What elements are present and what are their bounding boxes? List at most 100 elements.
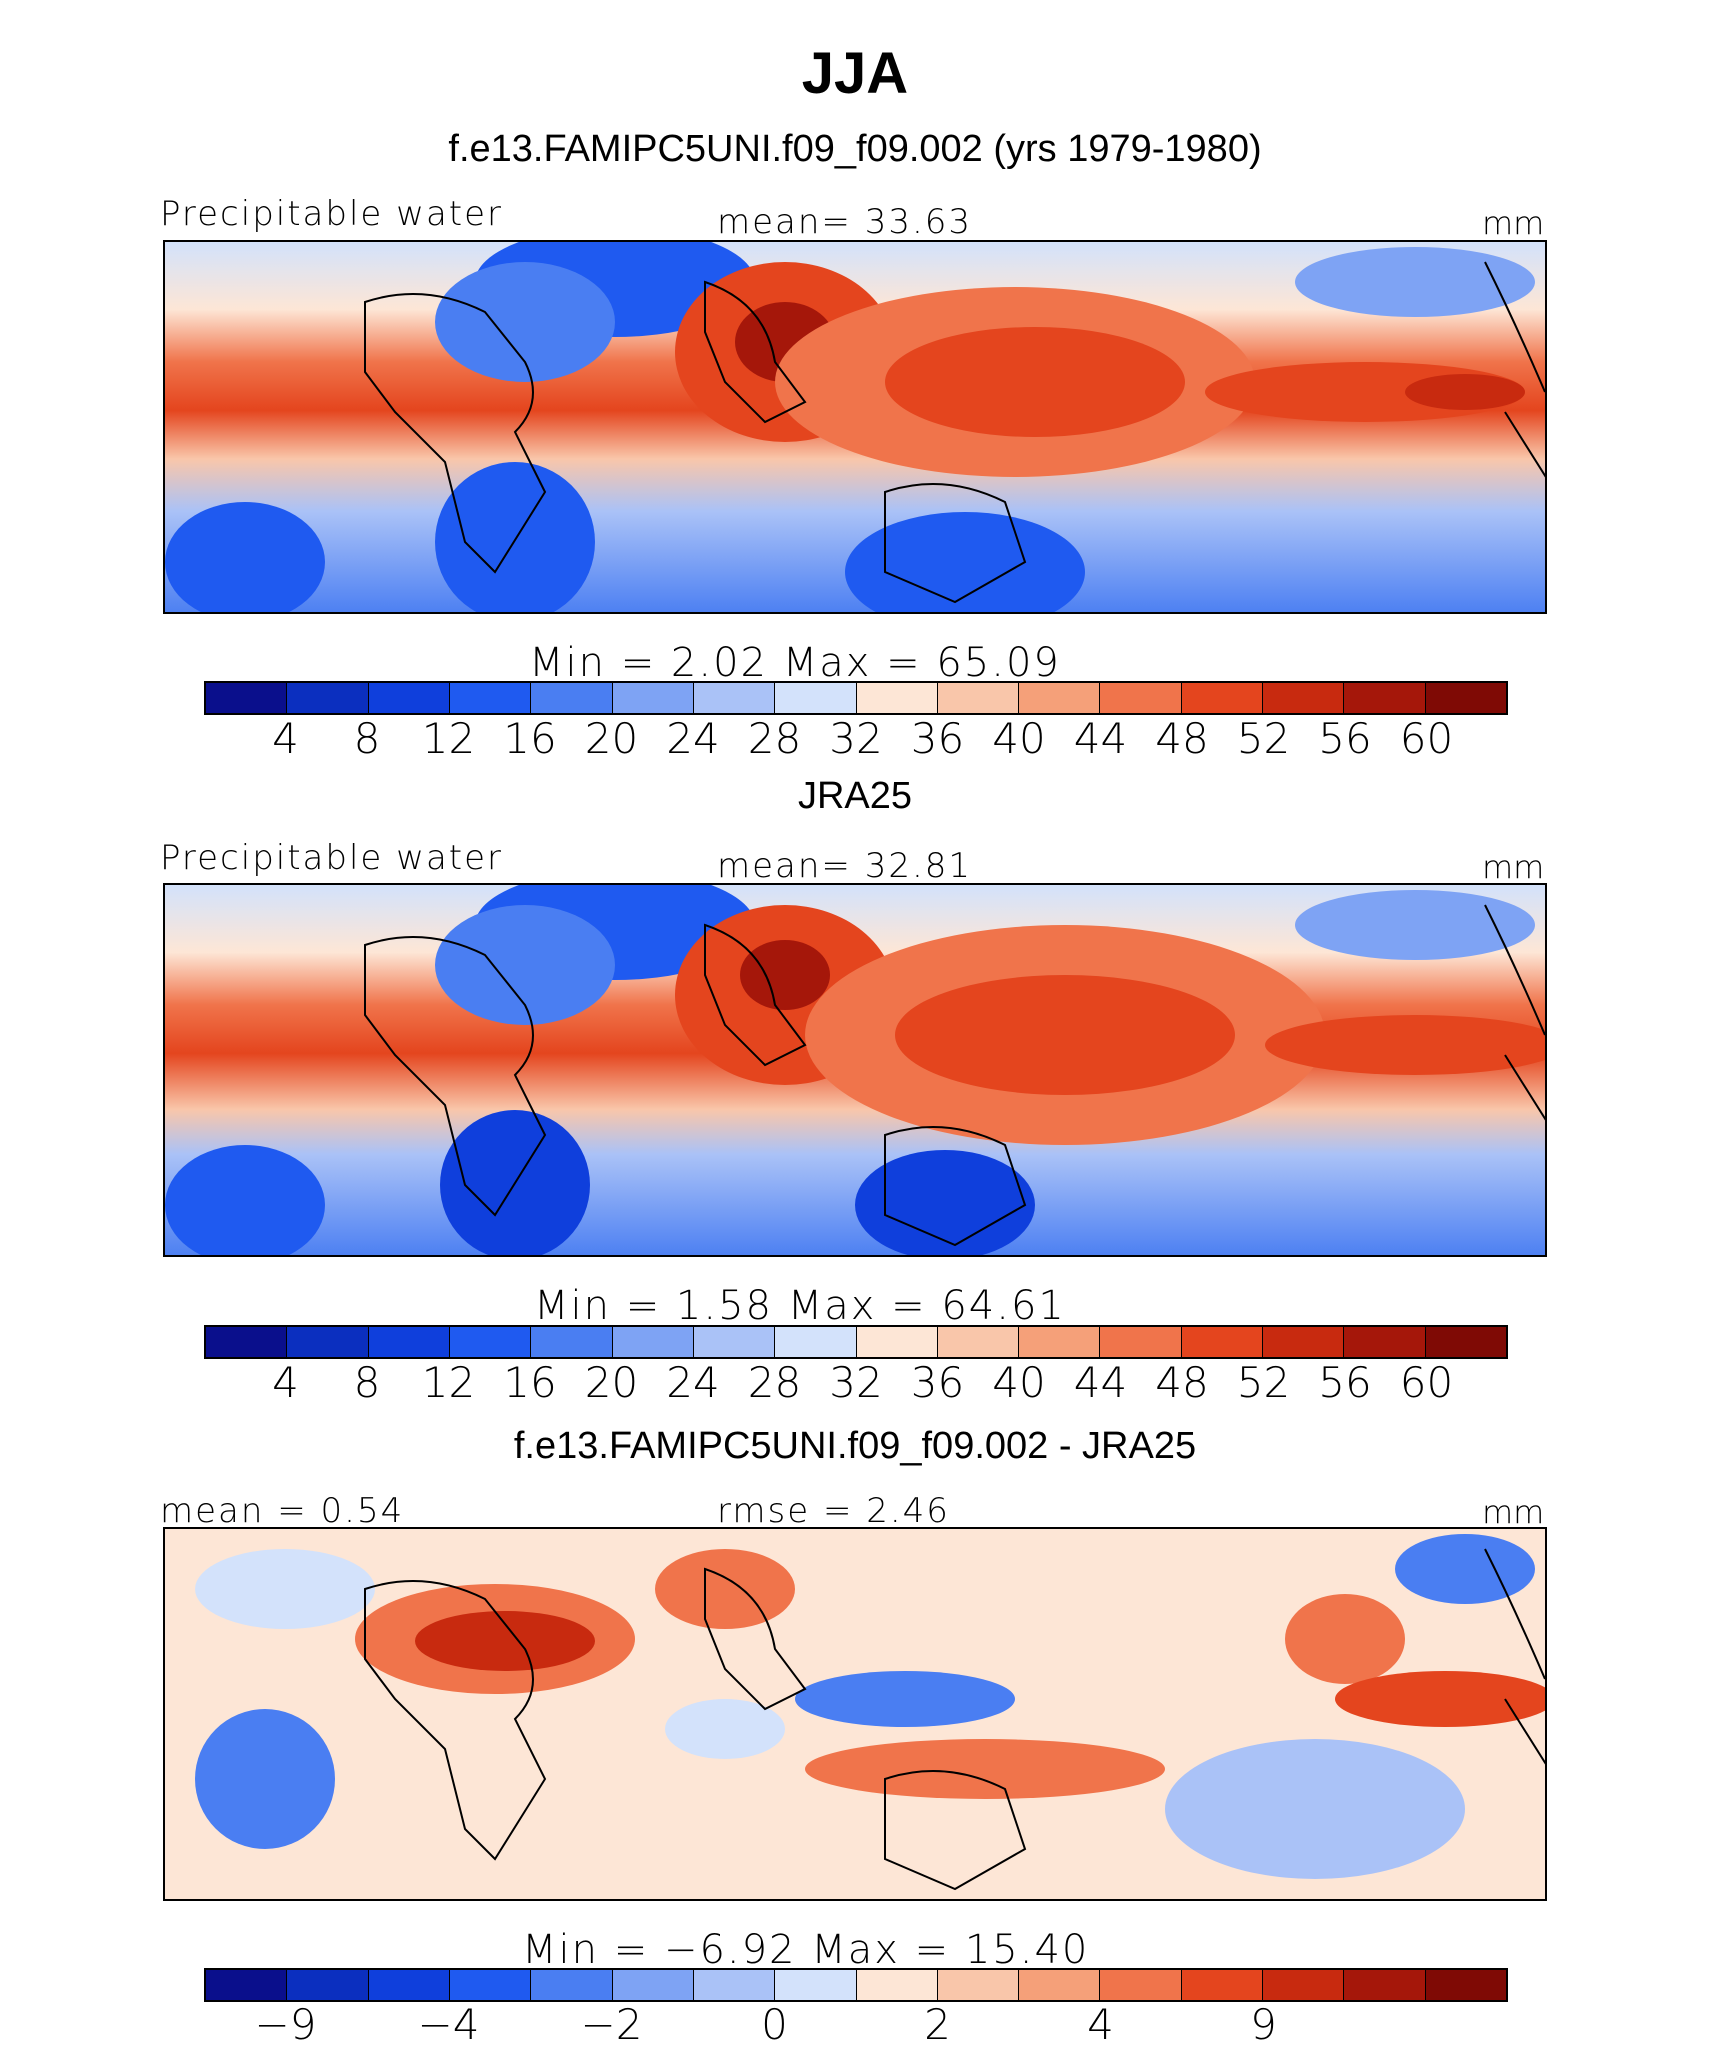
colorbar-tick-label: 2 bbox=[924, 2000, 951, 2049]
colorbar-box bbox=[1425, 683, 1506, 713]
colorbar-tick-label: 24 bbox=[666, 1358, 720, 1407]
page-title: JJA bbox=[801, 41, 909, 106]
panel-3-colorbar bbox=[204, 1968, 1508, 2002]
colorbar-box bbox=[368, 1327, 450, 1357]
colorbar-tick-label: 52 bbox=[1236, 714, 1291, 763]
colorbar-box bbox=[449, 1327, 532, 1357]
colorbar-tick-label: 4 bbox=[272, 1358, 299, 1407]
panel-1-variable-label: Precipitable water bbox=[160, 194, 504, 234]
panel-3-title: f.e13.FAMIPC5UNI.f09_f09.002 - JRA25 bbox=[513, 1425, 1197, 1467]
colorbar-box bbox=[693, 1327, 776, 1357]
colorbar-tick-label: 24 bbox=[666, 714, 720, 763]
colorbar-box bbox=[612, 1970, 694, 2000]
colorbar-box bbox=[1181, 683, 1264, 713]
panel-2-title: JRA25 bbox=[797, 775, 913, 817]
colorbar-box bbox=[693, 1970, 776, 2000]
colorbar-box bbox=[449, 1970, 532, 2000]
colorbar-box bbox=[856, 683, 938, 713]
colorbar-box bbox=[937, 1970, 1020, 2000]
colorbar-box bbox=[368, 1970, 450, 2000]
colorbar-tick-label: 44 bbox=[1073, 1358, 1128, 1407]
colorbar-box bbox=[612, 1327, 694, 1357]
colorbar-box bbox=[937, 683, 1020, 713]
panel-1-colorbar bbox=[204, 681, 1508, 715]
colorbar-tick-label: 12 bbox=[421, 1358, 476, 1407]
colorbar-box bbox=[1425, 1327, 1506, 1357]
colorbar-tick-label: 56 bbox=[1318, 714, 1372, 763]
colorbar-box bbox=[1100, 1327, 1182, 1357]
colorbar-tick-label: 32 bbox=[829, 714, 883, 763]
panel-2-units-label: mm bbox=[1482, 848, 1545, 886]
colorbar-box bbox=[775, 683, 857, 713]
panel-2-map bbox=[163, 883, 1547, 1257]
colorbar-box bbox=[1181, 1327, 1264, 1357]
colorbar-box bbox=[1100, 1970, 1182, 2000]
colorbar-tick-label: 20 bbox=[584, 714, 639, 763]
colorbar-box bbox=[287, 683, 369, 713]
colorbar-box bbox=[937, 1327, 1020, 1357]
colorbar-box bbox=[1181, 1970, 1264, 2000]
colorbar-box bbox=[206, 1327, 288, 1357]
colorbar-box bbox=[1100, 683, 1182, 713]
colorbar-box bbox=[368, 683, 450, 713]
colorbar-box bbox=[775, 1327, 857, 1357]
colorbar-tick-label: 40 bbox=[992, 714, 1046, 763]
colorbar-tick-label: 8 bbox=[353, 1358, 381, 1407]
colorbar-box bbox=[856, 1327, 938, 1357]
colorbar-tick-label: 36 bbox=[910, 714, 965, 763]
colorbar-box bbox=[612, 683, 694, 713]
colorbar-box bbox=[206, 683, 288, 713]
colorbar-tick-label: −9 bbox=[254, 2000, 317, 2049]
panel-1-minmax-label: Min = 2.02 Max = 65.09 bbox=[529, 640, 1061, 686]
panel-1-map bbox=[163, 240, 1547, 614]
colorbar-box bbox=[1344, 1970, 1426, 2000]
colorbar-tick-label: 9 bbox=[1250, 2000, 1277, 2049]
colorbar-tick-label: 4 bbox=[1087, 2000, 1114, 2049]
colorbar-tick-label: 12 bbox=[421, 714, 476, 763]
colorbar-box bbox=[1019, 1327, 1101, 1357]
colorbar-box bbox=[287, 1970, 369, 2000]
colorbar-tick-label: −4 bbox=[417, 2000, 480, 2049]
colorbar-tick-label: 32 bbox=[829, 1358, 883, 1407]
colorbar-box bbox=[531, 1327, 613, 1357]
colorbar-box bbox=[287, 1327, 369, 1357]
colorbar-tick-label: 28 bbox=[747, 714, 802, 763]
panel-2-variable-label: Precipitable water bbox=[160, 838, 504, 878]
colorbar-box bbox=[1019, 1970, 1101, 2000]
colorbar-box bbox=[1344, 1327, 1426, 1357]
colorbar-box bbox=[531, 683, 613, 713]
colorbar-tick-label: 16 bbox=[503, 714, 557, 763]
colorbar-tick-label: 48 bbox=[1155, 714, 1209, 763]
colorbar-tick-label: 40 bbox=[992, 1358, 1046, 1407]
panel-1-title: f.e13.FAMIPC5UNI.f09_f09.002 (yrs 1979-1… bbox=[448, 128, 1262, 170]
colorbar-box bbox=[1344, 683, 1426, 713]
colorbar-tick-label: 52 bbox=[1236, 1358, 1291, 1407]
colorbar-box bbox=[1263, 1327, 1345, 1357]
colorbar-box bbox=[531, 1970, 613, 2000]
colorbar-tick-label: 60 bbox=[1399, 1358, 1454, 1407]
colorbar-box bbox=[449, 683, 532, 713]
panel-2-mean-label: mean= 32.81 bbox=[717, 846, 973, 886]
panel-2-colorbar bbox=[204, 1325, 1508, 1359]
colorbar-box bbox=[1019, 683, 1101, 713]
colorbar-tick-label: 28 bbox=[747, 1358, 802, 1407]
colorbar-tick-label: 0 bbox=[761, 2000, 788, 2049]
colorbar-tick-label: 20 bbox=[584, 1358, 639, 1407]
colorbar-box bbox=[1263, 1970, 1345, 2000]
panel-2-minmax-label: Min = 1.58 Max = 64.61 bbox=[534, 1283, 1066, 1329]
colorbar-tick-label: 56 bbox=[1318, 1358, 1372, 1407]
colorbar-box bbox=[1425, 1970, 1506, 2000]
colorbar-box bbox=[856, 1970, 938, 2000]
colorbar-tick-label: 48 bbox=[1155, 1358, 1209, 1407]
panel-3-units-label: mm bbox=[1482, 1493, 1545, 1531]
panel-3-minmax-label: Min = −6.92 Max = 15.40 bbox=[522, 1927, 1090, 1973]
colorbar-tick-label: 60 bbox=[1399, 714, 1454, 763]
colorbar-tick-label: 44 bbox=[1073, 714, 1128, 763]
panel-3-map bbox=[163, 1527, 1547, 1901]
colorbar-box bbox=[1263, 683, 1345, 713]
panel-3-rmse-label: rmse = 2.46 bbox=[717, 1491, 950, 1531]
colorbar-box bbox=[775, 1970, 857, 2000]
panel-1-mean-label: mean= 33.63 bbox=[717, 202, 973, 242]
colorbar-tick-label: 8 bbox=[353, 714, 381, 763]
colorbar-tick-label: 36 bbox=[910, 1358, 965, 1407]
